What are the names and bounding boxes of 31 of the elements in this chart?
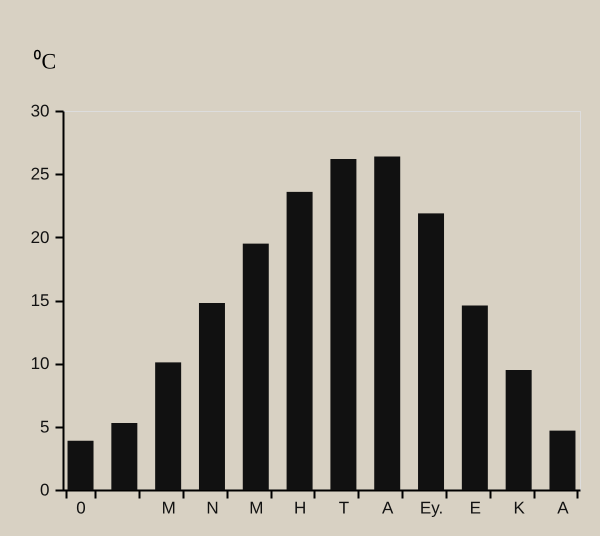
x-tick-label: E: [470, 498, 482, 518]
y-axis-title: ⁰C: [34, 48, 56, 74]
y-tick-label: 25: [30, 164, 50, 184]
x-tick-label: K: [513, 498, 526, 518]
bar: [418, 213, 444, 490]
x-tick-label: H: [294, 498, 306, 518]
bar: [242, 244, 269, 490]
x-tick-label: Ey.: [420, 498, 444, 518]
bar: [374, 156, 400, 490]
bar: [549, 430, 576, 490]
x-tick-label: M: [162, 498, 176, 518]
bar: [198, 303, 225, 490]
y-tick-label: 0: [40, 480, 50, 500]
x-tick-label: M: [249, 498, 264, 518]
bar: [330, 159, 356, 490]
y-tick-label: 20: [30, 228, 50, 247]
bar: [462, 306, 488, 490]
y-tick-label: 30: [30, 102, 50, 120]
x-tick-label: T: [338, 498, 350, 518]
x-tick-label: 0: [76, 498, 86, 518]
x-tick-label: A: [382, 498, 394, 518]
y-tick-label: 10: [30, 354, 50, 374]
bar: [286, 192, 313, 490]
bar: [506, 370, 532, 490]
bar: [155, 362, 182, 490]
bar: [111, 423, 138, 490]
bar: [68, 440, 94, 490]
y-tick-label: 15: [30, 291, 50, 310]
y-tick-label: 5: [40, 417, 50, 436]
x-tick-label: N: [206, 498, 219, 518]
x-tick-label: A: [557, 498, 570, 518]
